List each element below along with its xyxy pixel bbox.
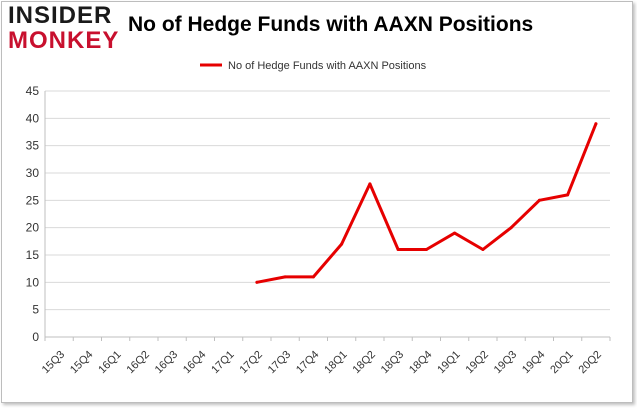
y-tick-label-0: 0 bbox=[32, 330, 39, 344]
x-tick-label-16Q1: 16Q1 bbox=[96, 349, 124, 377]
x-tick-labels: 15Q3 15Q4 16Q1 16Q2 16Q3 16Q4 17Q1 17Q2 17Q3 17Q4… bbox=[40, 349, 604, 377]
x-tick-label-17Q3: 17Q3 bbox=[266, 349, 294, 377]
series-group bbox=[255, 122, 598, 284]
y-tick-label-20: 20 bbox=[26, 221, 40, 235]
x-tick-label-18Q2: 18Q2 bbox=[350, 349, 378, 377]
x-tick-label-19Q1: 19Q1 bbox=[435, 349, 463, 377]
y-tick-label-40: 40 bbox=[26, 111, 40, 125]
x-tick-label-17Q1: 17Q1 bbox=[209, 349, 237, 377]
y-tick-label-15: 15 bbox=[26, 248, 40, 262]
x-tick-label-16Q2: 16Q2 bbox=[124, 349, 152, 377]
y-tick-label-5: 5 bbox=[32, 303, 39, 317]
data-point-19Q1 bbox=[453, 231, 457, 235]
data-point-18Q3 bbox=[396, 248, 400, 251]
logo-line-2: MONKEY bbox=[8, 27, 120, 54]
data-point-19Q3 bbox=[509, 226, 513, 230]
x-tick-label-18Q1: 18Q1 bbox=[322, 349, 350, 377]
logo-line-1: INSIDER bbox=[8, 2, 113, 29]
chart-title: No of Hedge Funds with AAXN Positions bbox=[128, 13, 534, 36]
insider-monkey-logo: INSIDER MONKEY bbox=[8, 4, 118, 54]
x-tick-label-17Q2: 17Q2 bbox=[237, 349, 265, 377]
x-tick-label-16Q4: 16Q4 bbox=[181, 349, 209, 377]
x-tick-label-18Q4: 18Q4 bbox=[407, 349, 435, 377]
data-point-20Q2 bbox=[594, 122, 598, 126]
data-point-18Q4 bbox=[424, 248, 428, 251]
x-tick-label-20Q1: 20Q1 bbox=[548, 349, 576, 377]
x-tick-label-19Q4: 19Q4 bbox=[520, 349, 548, 377]
x-tick-label-20Q2: 20Q2 bbox=[576, 349, 604, 377]
data-point-17Q3 bbox=[283, 275, 287, 279]
y-tick-labels: 0 5 10 15 20 25 30 35 40 45 bbox=[26, 84, 40, 344]
y-tick-label-35: 35 bbox=[26, 139, 40, 153]
x-tick-label-18Q3: 18Q3 bbox=[379, 349, 407, 377]
data-point-18Q1 bbox=[340, 242, 344, 246]
gridlines bbox=[45, 90, 610, 311]
chart-frame bbox=[1, 1, 633, 403]
y-tick-label-10: 10 bbox=[26, 275, 40, 289]
x-tick-label-19Q3: 19Q3 bbox=[492, 349, 520, 377]
data-point-19Q4 bbox=[537, 198, 541, 202]
y-tick-label-25: 25 bbox=[26, 193, 40, 207]
data-point-17Q4 bbox=[311, 275, 315, 279]
data-point-17Q2 bbox=[255, 280, 259, 284]
x-tick-label-15Q3: 15Q3 bbox=[40, 349, 68, 377]
x-tick-label-17Q4: 17Q4 bbox=[294, 349, 322, 377]
series-line-0 bbox=[255, 122, 598, 284]
x-tick-label-15Q4: 15Q4 bbox=[68, 349, 96, 377]
legend-label: No of Hedge Funds with AAXN Positions bbox=[228, 60, 427, 72]
data-point-19Q2 bbox=[481, 248, 485, 251]
y-tick-label-30: 30 bbox=[26, 166, 40, 180]
axes bbox=[44, 91, 611, 341]
x-tick-label-16Q3: 16Q3 bbox=[153, 349, 181, 377]
y-tick-label-45: 45 bbox=[26, 84, 40, 98]
data-point-18Q2 bbox=[368, 182, 372, 186]
legend: No of Hedge Funds with AAXN Positions bbox=[200, 60, 427, 72]
data-point-20Q1 bbox=[566, 193, 570, 197]
x-tick-label-19Q2: 19Q2 bbox=[463, 349, 491, 377]
